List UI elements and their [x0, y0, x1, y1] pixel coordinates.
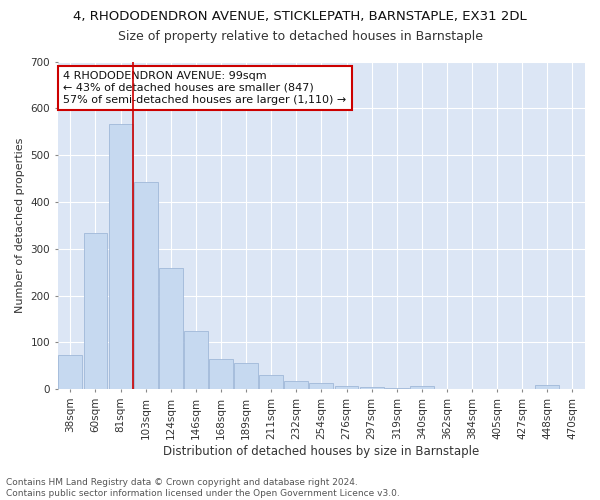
Bar	[310, 382, 334, 389]
Bar	[284, 381, 308, 389]
Y-axis label: Number of detached properties: Number of detached properties	[15, 138, 25, 313]
Bar	[535, 386, 559, 389]
Bar	[259, 375, 283, 389]
Text: 4 RHODODENDRON AVENUE: 99sqm
← 43% of detached houses are smaller (847)
57% of s: 4 RHODODENDRON AVENUE: 99sqm ← 43% of de…	[63, 72, 346, 104]
Bar	[159, 268, 183, 389]
Text: 4, RHODODENDRON AVENUE, STICKLEPATH, BARNSTAPLE, EX31 2DL: 4, RHODODENDRON AVENUE, STICKLEPATH, BAR…	[73, 10, 527, 23]
X-axis label: Distribution of detached houses by size in Barnstaple: Distribution of detached houses by size …	[163, 444, 479, 458]
Bar	[234, 364, 258, 389]
Bar	[359, 387, 383, 389]
Bar	[184, 330, 208, 389]
Text: Size of property relative to detached houses in Barnstaple: Size of property relative to detached ho…	[118, 30, 482, 43]
Bar	[385, 388, 409, 389]
Bar	[58, 356, 82, 389]
Bar	[83, 234, 107, 389]
Bar	[209, 359, 233, 389]
Bar	[410, 386, 434, 389]
Bar	[134, 182, 158, 389]
Bar	[109, 124, 133, 389]
Text: Contains HM Land Registry data © Crown copyright and database right 2024.
Contai: Contains HM Land Registry data © Crown c…	[6, 478, 400, 498]
Bar	[335, 386, 358, 389]
